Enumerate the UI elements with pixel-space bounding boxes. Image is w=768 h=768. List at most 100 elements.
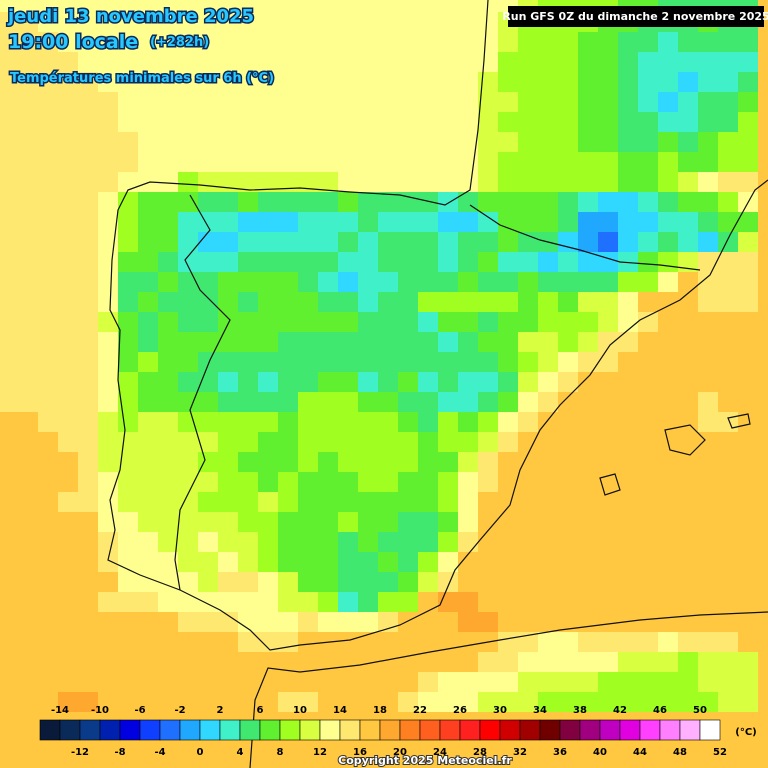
grid-cell [718, 272, 738, 292]
grid-cell [638, 92, 658, 112]
grid-cell [458, 652, 478, 672]
grid-cell [38, 52, 58, 72]
grid-cell [678, 112, 698, 132]
island-mallorca [664, 424, 706, 456]
grid-cell [258, 692, 278, 712]
grid-cell [518, 32, 538, 52]
grid-cell [618, 272, 638, 292]
grid-cell [578, 312, 598, 332]
grid-cell [278, 532, 298, 552]
grid-cell [198, 152, 218, 172]
grid-cell [418, 532, 438, 552]
grid-cell [98, 552, 118, 572]
grid-cell [0, 492, 18, 512]
grid-cell [58, 232, 78, 252]
grid-cell [698, 552, 718, 572]
grid-cell [438, 212, 458, 232]
grid-cell [78, 512, 98, 532]
grid-cell [498, 272, 518, 292]
grid-cell [78, 652, 98, 672]
grid-cell [258, 372, 278, 392]
colorbar-label: 12 [313, 747, 327, 758]
grid-cell [18, 112, 38, 132]
grid-cell [538, 572, 558, 592]
grid-cell [238, 512, 258, 532]
grid-cell [418, 232, 438, 252]
grid-cell [618, 112, 638, 132]
grid-cell [558, 392, 578, 412]
grid-cell [658, 272, 678, 292]
grid-cell [398, 72, 418, 92]
grid-cell [718, 632, 738, 652]
grid-cell [378, 672, 398, 692]
grid-cell [538, 472, 558, 492]
grid-cell [498, 372, 518, 392]
grid-cell [658, 292, 678, 312]
grid-cell [598, 592, 618, 612]
colorbar-swatch [259, 719, 281, 741]
grid-cell [698, 192, 718, 212]
grid-cell [98, 652, 118, 672]
grid-cell [638, 372, 658, 392]
grid-cell [258, 52, 278, 72]
grid-cell [618, 32, 638, 52]
grid-cell [418, 192, 438, 212]
grid-cell [358, 92, 378, 112]
colorbar-swatch [79, 719, 101, 741]
grid-cell [478, 432, 498, 452]
grid-cell [78, 172, 98, 192]
grid-cell [298, 332, 318, 352]
grid-cell [398, 232, 418, 252]
grid-cell [58, 92, 78, 112]
colorbar-swatch [359, 719, 381, 741]
grid-cell [698, 672, 718, 692]
grid-cell [298, 32, 318, 52]
grid-cell [558, 612, 578, 632]
grid-cell [298, 292, 318, 312]
grid-cell [138, 492, 158, 512]
grid-cell [238, 592, 258, 612]
grid-cell [458, 572, 478, 592]
grid-cell [198, 652, 218, 672]
grid-cell [738, 32, 758, 52]
grid-cell [578, 432, 598, 452]
grid-cell [178, 132, 198, 152]
grid-cell [598, 432, 618, 452]
grid-cell [558, 92, 578, 112]
grid-cell [498, 112, 518, 132]
grid-cell [418, 152, 438, 172]
grid-cell [678, 592, 698, 612]
grid-cell [498, 332, 518, 352]
grid-cell [18, 512, 38, 532]
grid-cell [0, 0, 18, 12]
grid-cell [98, 112, 118, 132]
grid-cell [38, 352, 58, 372]
grid-cell [318, 572, 338, 592]
grid-cell [618, 572, 638, 592]
grid-cell [0, 572, 18, 592]
grid-cell [718, 512, 738, 532]
grid-cell [418, 692, 438, 712]
grid-cell [718, 72, 738, 92]
grid-cell [258, 32, 278, 52]
grid-cell [678, 152, 698, 172]
grid-cell [738, 632, 758, 652]
grid-cell [0, 152, 18, 172]
grid-cell [378, 632, 398, 652]
grid-cell [658, 252, 678, 272]
grid-cell [118, 32, 138, 52]
grid-cell [458, 472, 478, 492]
grid-cell [398, 152, 418, 172]
grid-cell [578, 492, 598, 512]
grid-cell [278, 312, 298, 332]
grid-cell [578, 552, 598, 572]
grid-cell [498, 292, 518, 312]
grid-cell [118, 392, 138, 412]
grid-cell [0, 192, 18, 212]
grid-cell [458, 612, 478, 632]
grid-cell [358, 492, 378, 512]
grid-cell [218, 52, 238, 72]
grid-cell [638, 72, 658, 92]
grid-cell [218, 272, 238, 292]
colorbar-swatch [99, 719, 121, 741]
